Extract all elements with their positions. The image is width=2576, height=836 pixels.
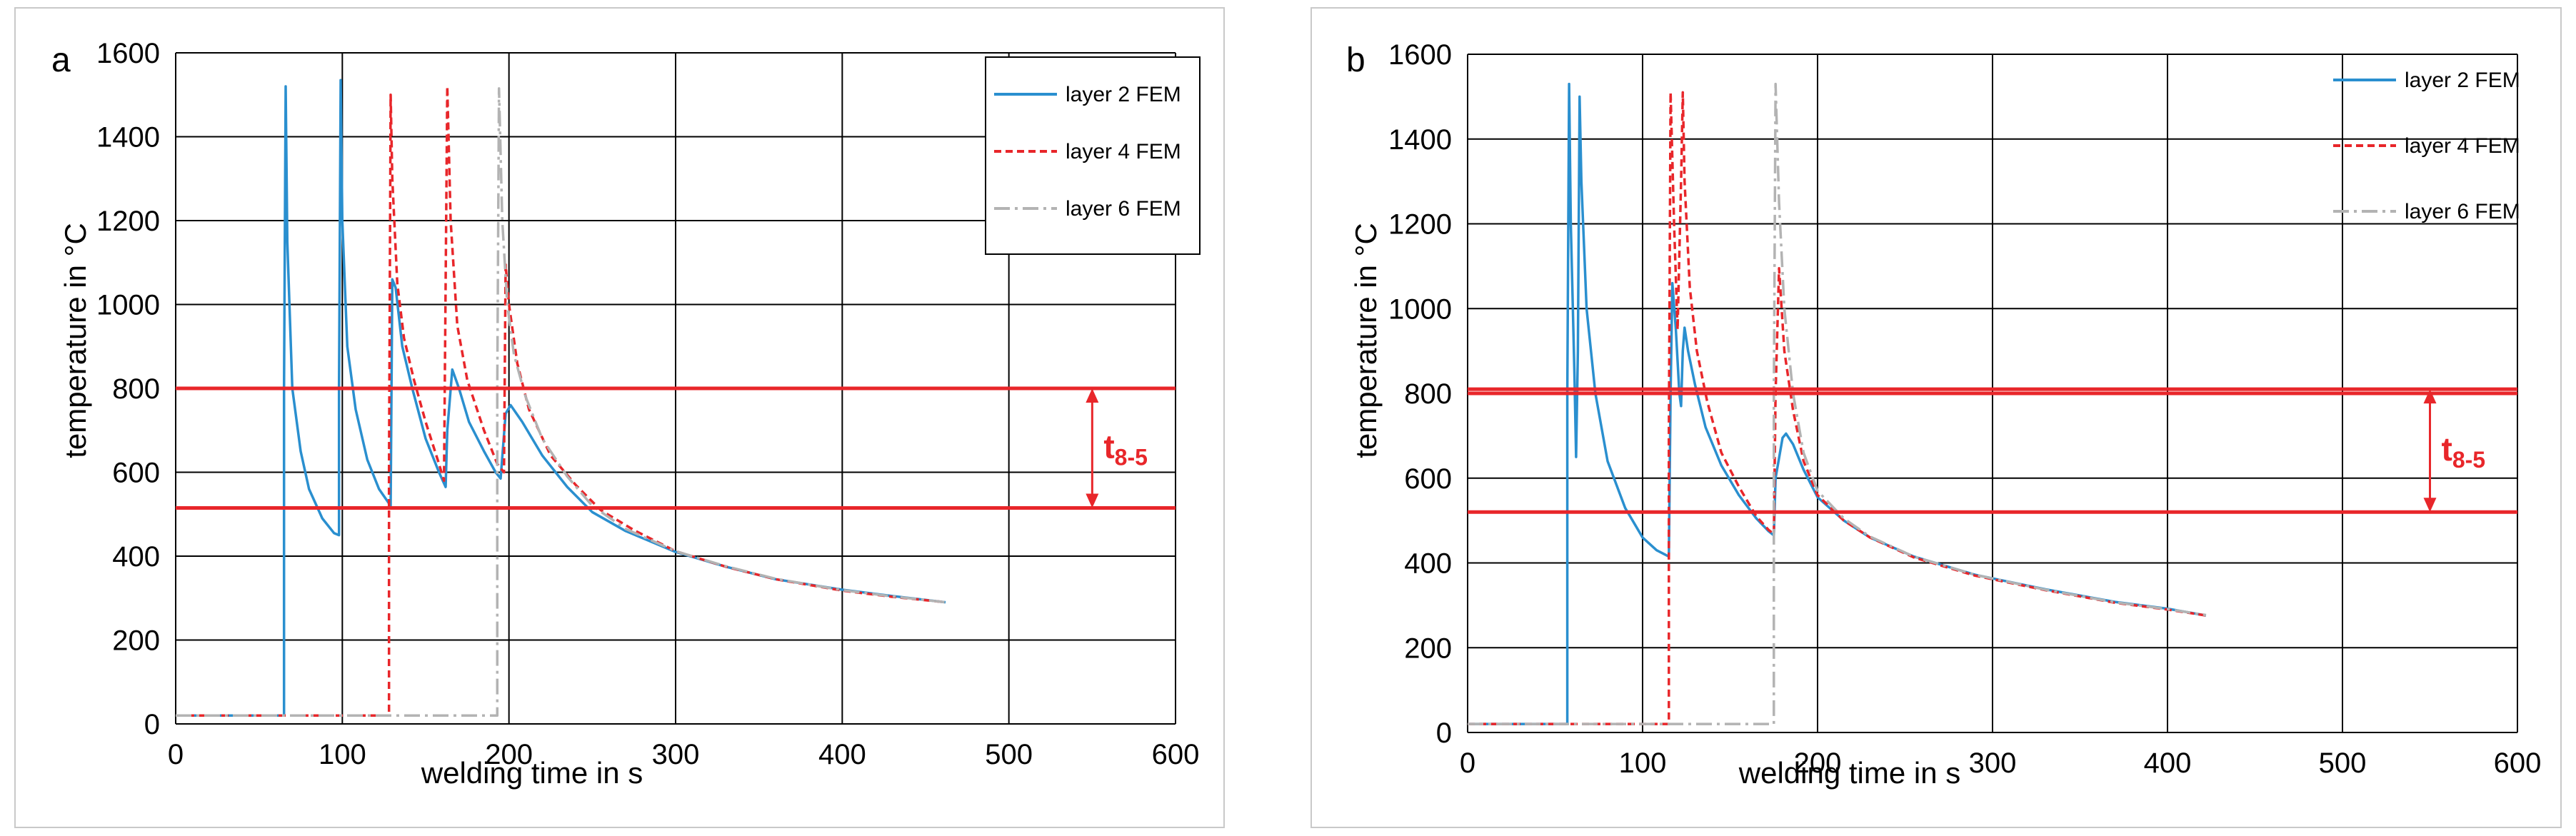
legend-label-layer6-a: layer 6 FEM [1066, 197, 1181, 221]
x-tick-label-b-100: 100 [1619, 747, 1667, 779]
x-tick-label-a-500: 500 [985, 739, 1033, 770]
x-tick-label-b-600: 600 [2494, 747, 2542, 779]
series-line-a-layer6 [176, 87, 946, 717]
delta-arrow-head-down-b [2423, 498, 2437, 513]
chart-panel-b: b temperature in °C welding time in s 0 2… [1310, 7, 2562, 828]
y-tick-label-b-800: 800 [1404, 378, 1452, 410]
x-tick-label-b-0: 0 [1460, 747, 1475, 779]
x-tick-label-b-500: 500 [2319, 747, 2367, 779]
chart-a-svg: a temperature in °C welding time in s 0 2… [51, 38, 1201, 790]
series-line-a-layer4 [176, 85, 946, 717]
x-tick-label-a-0: 0 [168, 739, 184, 770]
x-tick-label-b-300: 300 [1969, 747, 2017, 779]
legend-box-a [985, 56, 1201, 255]
delta-arrow-head-down-a [1086, 493, 1099, 508]
y-axis-title-b: temperature in °C [1349, 223, 1383, 458]
t85-label-a: t8-5 [1103, 428, 1148, 470]
y-tick-label-b-600: 600 [1404, 463, 1452, 495]
y-tick-label-b-1600: 1600 [1388, 39, 1452, 71]
x-tick-label-a-200: 200 [485, 739, 533, 770]
delta-arrow-head-up-b [2423, 389, 2437, 404]
y-tick-label-a-1000: 1000 [96, 290, 160, 321]
t85-label-b: t8-5 [2442, 430, 2486, 473]
x-axis-title-a: welding time in s [421, 756, 643, 790]
y-tick-label-a-1200: 1200 [96, 206, 160, 237]
x-tick-label-a-100: 100 [319, 739, 366, 770]
y-tick-label-b-1000: 1000 [1388, 293, 1452, 325]
y-tick-label-b-400: 400 [1404, 548, 1452, 580]
y-tick-label-b-200: 200 [1404, 633, 1452, 664]
y-tick-label-a-200: 200 [112, 625, 160, 657]
x-tick-label-a-400: 400 [818, 739, 866, 770]
panel-label-b: b [1346, 41, 1365, 79]
t85-subscript-b: 8-5 [2452, 447, 2485, 473]
x-tick-label-b-400: 400 [2144, 747, 2192, 779]
y-tick-label-b-1200: 1200 [1388, 209, 1452, 241]
y-tick-label-a-1400: 1400 [96, 122, 160, 153]
delta-arrow-head-up-a [1086, 388, 1099, 403]
y-tick-label-a-0: 0 [144, 709, 160, 740]
legend-label-layer4-a: layer 4 FEM [1066, 140, 1181, 163]
y-tick-label-a-600: 600 [112, 458, 160, 489]
legend-label-layer2-a: layer 2 FEM [1066, 83, 1181, 106]
x-axis-title-b: welding time in s [1738, 756, 1960, 790]
legend-a: layer 2 FEM layer 4 FEM layer 6 FEM [985, 56, 1201, 255]
legend-b: layer 2 FEM layer 4 FEM layer 6 FEM [2333, 69, 2520, 223]
t85-subscript-a: 8-5 [1115, 445, 1148, 470]
chart-b-svg: b temperature in °C welding time in s 0 2… [1346, 39, 2542, 790]
legend-label-layer2-b: layer 2 FEM [2405, 69, 2520, 92]
series-line-a-layer2 [176, 79, 946, 717]
legend-label-layer4-b: layer 4 FEM [2405, 134, 2520, 158]
y-tick-label-a-1600: 1600 [96, 38, 160, 69]
panel-label-a: a [51, 41, 71, 79]
y-tick-label-b-1400: 1400 [1388, 124, 1452, 156]
series-line-b-layer4 [1468, 91, 2207, 725]
chart-panel-a: a temperature in °C welding time in s 0 2… [14, 7, 1225, 828]
series-line-b-layer2 [1468, 82, 2207, 725]
y-tick-label-a-400: 400 [112, 541, 160, 573]
y-tick-label-b-0: 0 [1436, 717, 1452, 749]
x-tick-label-a-300: 300 [652, 739, 700, 770]
y-axis-title-a: temperature in °C [59, 223, 92, 458]
y-tick-label-a-800: 800 [112, 373, 160, 405]
x-tick-label-a-600: 600 [1152, 739, 1200, 770]
legend-label-layer6-b: layer 6 FEM [2405, 200, 2520, 223]
series-line-b-layer6 [1468, 82, 2207, 725]
x-tick-label-b-200: 200 [1794, 747, 1842, 779]
